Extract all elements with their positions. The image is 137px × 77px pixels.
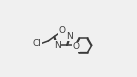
- Text: O: O: [72, 42, 79, 51]
- Text: O: O: [59, 26, 66, 35]
- Text: N: N: [66, 32, 73, 41]
- Text: Cl: Cl: [32, 39, 41, 48]
- Text: N: N: [54, 41, 61, 50]
